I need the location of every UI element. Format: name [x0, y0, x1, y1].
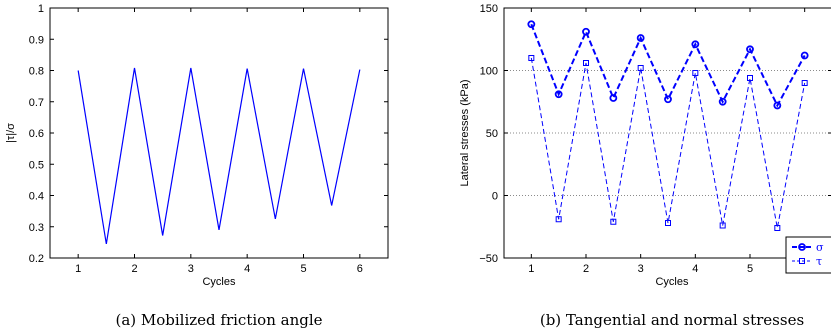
data-point-sigma — [527, 20, 536, 29]
data-point-tau — [774, 225, 781, 231]
x-tick-label: 5 — [747, 263, 753, 275]
y-tick-label: 150 — [480, 3, 498, 15]
series-line-0 — [77, 67, 361, 245]
x-tick-label: 5 — [300, 263, 306, 275]
legend-label: σ — [816, 241, 824, 254]
data-point-tau — [719, 222, 726, 229]
x-tick-label: 4 — [244, 263, 250, 275]
x-tick-label: 6 — [357, 263, 363, 275]
y-tick-label: 100 — [480, 66, 498, 78]
data-point-sigma — [554, 90, 563, 99]
panel-a-caption: (a) Mobilized friction angle — [115, 311, 322, 329]
y-tick-label: 0.4 — [29, 191, 44, 203]
data-point-sigma — [773, 101, 782, 110]
y-tick-label: 0.6 — [29, 128, 44, 140]
legend: στ — [785, 236, 831, 274]
data-point-tau — [555, 216, 562, 223]
data-point-tau — [747, 75, 753, 81]
y-tick-label: 0.7 — [29, 97, 44, 109]
legend-marker-square — [799, 258, 805, 264]
x-tick-label: 1 — [528, 263, 534, 275]
plot-frame — [49, 7, 389, 259]
series-line-square — [530, 57, 806, 229]
data-point-sigma — [636, 34, 645, 42]
data-point-tau — [637, 65, 644, 71]
y-axis-label: |τ|/σ — [5, 123, 17, 143]
legend-label: τ — [816, 255, 822, 268]
data-point-sigma — [691, 40, 700, 49]
x-tick-label: 2 — [131, 263, 137, 275]
data-point-tau — [610, 218, 617, 225]
y-axis-label: Lateral stresses (kPa) — [459, 80, 471, 187]
data-point-tau — [583, 60, 589, 66]
legend-marker-circle — [798, 243, 806, 251]
panel-b-caption: (b) Tangential and normal stresses — [540, 311, 804, 329]
data-point-sigma — [800, 51, 809, 60]
x-tick-label: 4 — [692, 263, 698, 275]
y-tick-label: −50 — [479, 253, 498, 265]
data-point-tau — [692, 70, 699, 76]
x-axis-label: Cycles — [655, 276, 689, 288]
x-tick-label: 1 — [75, 263, 81, 275]
y-tick-label: 0 — [492, 191, 498, 203]
data-point-tau — [528, 55, 535, 61]
data-point-tau — [801, 80, 808, 86]
x-tick-label: 3 — [188, 263, 194, 275]
y-tick-label: 0.5 — [29, 159, 44, 171]
data-point-sigma — [609, 94, 618, 102]
data-point-sigma — [746, 45, 754, 54]
x-tick-label: 2 — [583, 263, 589, 275]
series-line-circle — [530, 23, 806, 108]
data-point-sigma — [718, 97, 727, 106]
y-tick-label: 0.9 — [29, 34, 44, 46]
y-tick-label: 50 — [486, 128, 498, 140]
x-axis-label: Cycles — [202, 276, 236, 288]
legend-box — [785, 236, 831, 274]
y-tick-label: 1 — [38, 3, 44, 15]
data-point-sigma — [582, 27, 590, 36]
y-tick-label: 0.3 — [29, 222, 44, 234]
data-point-tau — [665, 220, 671, 226]
data-point-sigma — [664, 95, 672, 104]
y-tick-label: 0.8 — [29, 66, 44, 78]
panel-a-mobilized-friction-angle: 1 2 3 4 5 6 0.2 0.3 0.4 0.5 0.6 0.7 0.8 0.9 1 Cycles |… — [5, 3, 389, 329]
y-tick-label: 0.2 — [29, 253, 44, 265]
x-tick-label: 3 — [638, 263, 644, 275]
